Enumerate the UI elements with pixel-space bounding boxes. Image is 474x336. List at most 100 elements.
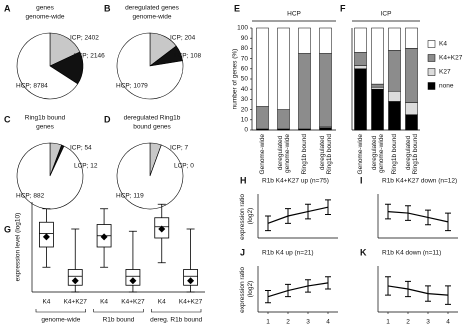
y-tick-label: 10 (241, 117, 249, 124)
pie-title: bound genes (133, 124, 171, 131)
line (267, 206, 329, 224)
line (387, 211, 449, 223)
chart-title: R1b K4+K27 up (n=75) (262, 178, 329, 185)
y-axis-label: expression ratio (log2) (239, 265, 254, 313)
x-tick-label: deregulated genome-wide (371, 134, 385, 173)
x-tick-label: K4+K27 (121, 299, 145, 306)
bar-segment (256, 27, 269, 107)
x-tick-label: K4 (100, 299, 108, 306)
y-axis-label: number of genes (%) (232, 49, 239, 110)
error-bar (385, 203, 391, 220)
panel-letter: E (234, 3, 240, 13)
x-tick-label: 2 (406, 319, 410, 326)
x-tick-label: 1 (386, 319, 390, 326)
x-tick-label-line: genome-wide (378, 134, 385, 173)
y-tick-label: 30 (241, 96, 249, 103)
pie-title: Ring1b bound (25, 115, 66, 122)
bar-segment (371, 88, 384, 131)
mean-marker (71, 277, 79, 285)
pie-slice (16, 32, 79, 100)
slice-label: LCP; 0 (174, 163, 194, 170)
panel-letter: J (240, 247, 245, 257)
chart-title: HCP (287, 11, 301, 18)
x-tick-label-line: Ring1b bound (326, 134, 333, 175)
y-axis-label: expression ratio (log2) (239, 192, 254, 240)
panel-letter: F (340, 3, 346, 13)
y-tick-label: 100 (237, 25, 248, 32)
x-tick-label: Genome-wide (357, 134, 364, 175)
panel-letter: C (4, 114, 11, 124)
y-axis-label: expression level (log10) (15, 213, 22, 282)
y-tick-label: 20 (241, 106, 249, 113)
chart-title: ICP (381, 11, 392, 18)
line (267, 282, 329, 298)
slice-label: HCP; 1079 (116, 83, 148, 90)
x-tick-label: 3 (306, 319, 310, 326)
x-tick-label: K4 (42, 299, 50, 306)
bar-segment (388, 27, 401, 51)
pie-title: genes (36, 124, 54, 131)
y-axis-label-line: expression ratio (239, 192, 246, 240)
legend-swatch (427, 82, 436, 90)
x-tick-label-line: deregulated (319, 134, 326, 170)
bar-segment (354, 68, 367, 131)
chart-title: R1b K4 up (n=21) (262, 250, 314, 257)
slice-label: LCP; 2146 (74, 53, 105, 60)
group-label: dereg. R1b bound (150, 317, 202, 324)
bar-segment (388, 50, 401, 92)
bar-segment (277, 27, 290, 110)
pie-title: deregulated genes (125, 5, 180, 12)
y-tick-label: 50 (241, 76, 249, 83)
panel-letter: H (240, 175, 247, 185)
slice-label: ICP; 7 (170, 145, 188, 152)
bar-segment (298, 53, 311, 130)
bar-segment (371, 86, 384, 90)
x-tick-label-line: deregulated (371, 134, 378, 170)
x-tick-label: 4 (326, 319, 330, 326)
mean-marker (129, 277, 137, 285)
error-bar (305, 203, 311, 220)
bar-segment (405, 48, 418, 103)
bar-segment (354, 27, 367, 53)
x-tick-label: K4+K27 (64, 299, 88, 306)
error-bar (265, 290, 271, 304)
x-tick-label-line: Ring1b bound (412, 134, 419, 175)
x-tick-label: 1 (266, 319, 270, 326)
legend-label: K4 (439, 41, 447, 48)
bar-segment (405, 102, 418, 115)
error-bar (305, 279, 311, 293)
x-tick-label: deregulated Ring1b bound (319, 134, 333, 175)
bar-segment (388, 101, 401, 131)
bar-segment (388, 90, 401, 102)
mean-marker (187, 277, 195, 285)
error-bar (385, 276, 391, 296)
pie-title: genome-wide (25, 14, 64, 21)
slice-label: HCP; 882 (16, 193, 45, 200)
pie-title: genome-wide (132, 14, 171, 21)
pie-slice (116, 32, 184, 100)
mean-marker (42, 233, 50, 241)
pie-slice (116, 142, 184, 210)
chart-title: R1b K4+K27 down (n=12) (382, 178, 457, 185)
y-tick-label: 60 (241, 66, 249, 73)
x-tick-label-line: genome-wide (284, 134, 291, 173)
error-bar (425, 285, 431, 302)
panel-letter: D (104, 114, 111, 124)
y-tick-label: 90 (241, 35, 249, 42)
x-tick-label: 2 (286, 319, 290, 326)
x-tick-label: 3 (426, 319, 430, 326)
legend-swatch (427, 54, 436, 62)
error-bar (445, 285, 451, 305)
slice-label: LCP; 12 (74, 163, 98, 170)
bar-segment (319, 53, 332, 128)
error-bar (325, 276, 331, 290)
y-axis-label-line: (log2) (247, 281, 254, 298)
pie-slice (16, 142, 84, 210)
slice-label: HCP; 119 (116, 193, 144, 200)
slice-label: ICP; 2402 (70, 35, 99, 42)
bar-segment (371, 27, 384, 85)
x-tick-label: 4 (446, 319, 450, 326)
x-tick-label: Ring1b bound (391, 134, 398, 175)
panel-letter: G (4, 224, 11, 234)
